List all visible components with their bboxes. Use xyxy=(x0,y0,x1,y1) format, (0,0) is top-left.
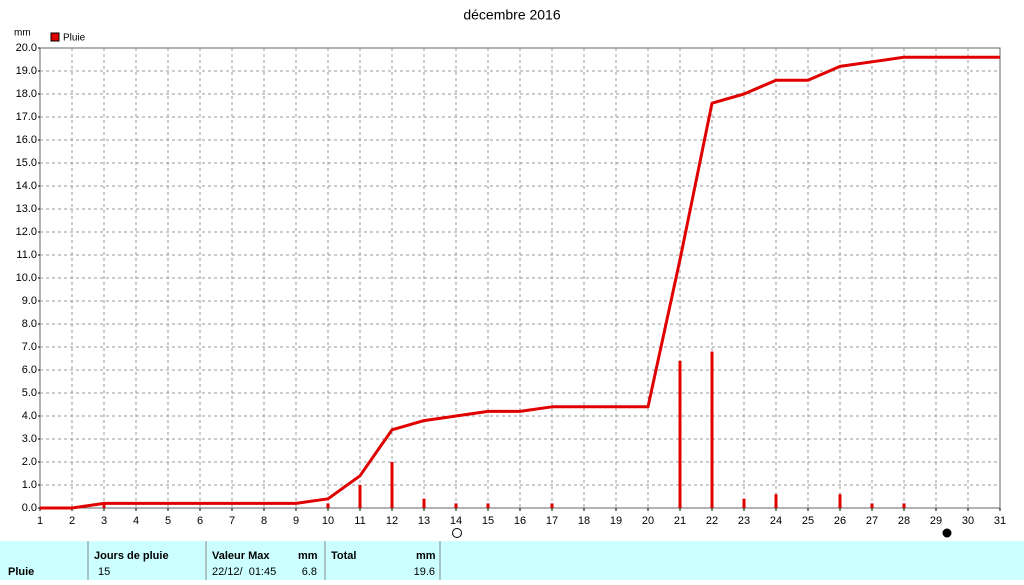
x-tick-label: 19 xyxy=(610,515,622,527)
x-tick-label: 2 xyxy=(69,515,75,527)
y-tick-label: 19.0 xyxy=(16,65,37,77)
y-tick-label: 17.0 xyxy=(16,111,37,123)
x-tick-label: 13 xyxy=(418,515,430,527)
y-tick-label: 5.0 xyxy=(22,387,37,399)
x-tick-label: 25 xyxy=(802,515,814,527)
bar xyxy=(422,498,426,508)
y-axis-label: mm xyxy=(14,28,31,39)
bar xyxy=(678,360,682,508)
x-tick-label: 27 xyxy=(866,515,878,527)
summary-value: 6.8 xyxy=(302,566,317,578)
y-tick-label: 9.0 xyxy=(22,295,37,307)
summary-bg xyxy=(0,541,1024,580)
moon-full xyxy=(452,528,462,538)
x-tick-label: 7 xyxy=(229,515,235,527)
y-tick-label: 8.0 xyxy=(22,318,37,330)
y-tick-label: 13.0 xyxy=(16,203,37,215)
summary-value: 22/12/ 01:45 xyxy=(212,566,276,578)
summary-header: mm xyxy=(298,550,318,562)
y-tick-label: 15.0 xyxy=(16,157,37,169)
x-tick-label: 17 xyxy=(546,515,558,527)
x-tick-label: 23 xyxy=(738,515,750,527)
y-tick-label: 10.0 xyxy=(16,272,37,284)
y-tick-label: 14.0 xyxy=(16,180,37,192)
summary-grid xyxy=(87,541,441,580)
x-tick-label: 14 xyxy=(450,515,462,527)
summary-value: 15 xyxy=(98,566,110,578)
bar xyxy=(358,485,362,508)
x-tick-label: 12 xyxy=(386,515,398,527)
x-tick-label: 28 xyxy=(898,515,910,527)
y-tick-label: 3.0 xyxy=(22,433,37,445)
bar xyxy=(902,503,906,508)
bar xyxy=(838,494,842,508)
y-tick-label: 18.0 xyxy=(16,88,37,100)
y-tick-label: 0.0 xyxy=(22,502,37,514)
x-tick-label: 8 xyxy=(261,515,267,527)
x-tick-label: 26 xyxy=(834,515,846,527)
summary-header: mm xyxy=(416,550,436,562)
bar xyxy=(870,503,874,508)
cumulative-line xyxy=(40,55,1000,510)
x-tick-label: 16 xyxy=(514,515,526,527)
x-tick-label: 21 xyxy=(674,515,686,527)
y-tick-label: 2.0 xyxy=(22,456,37,468)
bar xyxy=(774,494,778,508)
summary-header: Total xyxy=(331,550,356,562)
chart: 0.01.02.03.04.05.06.07.08.09.010.011.012… xyxy=(16,32,1006,527)
summary-header: Jours de pluie xyxy=(94,550,169,562)
x-tick-label: 20 xyxy=(642,515,654,527)
bar xyxy=(742,498,746,508)
x-tick-label: 31 xyxy=(994,515,1006,527)
bar xyxy=(710,351,714,508)
x-tick-label: 11 xyxy=(354,515,365,527)
bar xyxy=(550,503,554,508)
legend-label: Pluie xyxy=(63,33,86,44)
x-tick-label: 6 xyxy=(197,515,203,527)
bar xyxy=(390,462,394,508)
summary-header: Valeur Max xyxy=(212,550,270,562)
x-tick-label: 29 xyxy=(930,515,942,527)
x-tick-label: 9 xyxy=(293,515,299,527)
y-tick-label: 7.0 xyxy=(22,341,37,353)
x-tick-label: 22 xyxy=(706,515,718,527)
x-tick-label: 3 xyxy=(101,515,107,527)
y-tick-label: 6.0 xyxy=(22,364,37,376)
y-tick-label: 11.0 xyxy=(16,249,37,261)
bar xyxy=(326,503,330,508)
x-tick-label: 24 xyxy=(770,515,782,527)
bar xyxy=(102,503,106,508)
bar xyxy=(486,503,490,508)
chart-title: décembre 2016 xyxy=(463,7,561,23)
x-tick-label: 5 xyxy=(165,515,171,527)
x-tick-label: 4 xyxy=(133,515,139,527)
summary-row-label: Pluie xyxy=(8,566,34,578)
y-tick-label: 12.0 xyxy=(16,226,37,238)
y-tick-label: 1.0 xyxy=(22,479,37,491)
x-tick-label: 10 xyxy=(322,515,334,527)
y-tick-label: 20.0 xyxy=(16,42,37,54)
bar xyxy=(454,503,458,508)
y-tick-label: 4.0 xyxy=(22,410,37,422)
x-tick-label: 1 xyxy=(37,515,43,527)
legend-swatch xyxy=(50,32,60,42)
moon-new xyxy=(942,528,952,538)
x-tick-label: 18 xyxy=(578,515,590,527)
x-tick-label: 30 xyxy=(962,515,974,527)
y-tick-label: 16.0 xyxy=(16,134,37,146)
summary-value: 19.6 xyxy=(414,566,435,578)
x-tick-label: 15 xyxy=(482,515,494,527)
